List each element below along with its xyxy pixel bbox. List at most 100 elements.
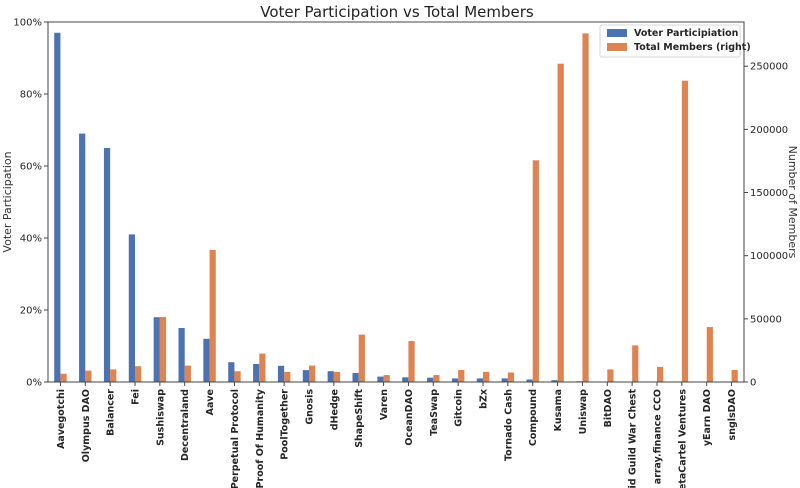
bar-total-members [309, 365, 316, 382]
bar-voter-participation [79, 133, 86, 382]
bar-voter-participation [526, 379, 533, 382]
x-tick-label: bZx [479, 389, 490, 409]
bar-total-members [731, 370, 738, 382]
bar-voter-participation [103, 148, 111, 382]
x-tick-label: dHedge [329, 389, 340, 430]
y2-tick-label: 100000 [750, 251, 788, 262]
x-axis: Aavegotchi Olympus DAO Balancer Fei Sushiswa… [56, 382, 738, 488]
x-tick-label: Fei [131, 389, 142, 405]
bar-total-members [234, 371, 241, 382]
bar-total-members [458, 370, 465, 382]
legend-label-voter-participation: Voter Participiation [634, 28, 739, 39]
y-tick-label: 80% [20, 90, 42, 101]
bar-total-members [557, 63, 564, 383]
x-tick-label: TeaSwap [429, 389, 440, 436]
x-tick-label: snglsDAO [727, 389, 738, 440]
x-tick-label: Aave [205, 389, 216, 415]
x-tick-label: BitDAO [603, 389, 614, 427]
bar-voter-participation [153, 317, 160, 382]
x-tick-label: PoolTogether [280, 389, 291, 460]
x-tick-label: Proof Of Humanity [255, 388, 266, 488]
y-axis-left: 0% 20% 40% 60% 80% 100% [13, 18, 48, 389]
plot-area [54, 32, 738, 383]
bar-voter-participation [277, 365, 285, 382]
bar-voter-participation [427, 377, 434, 382]
y2-tick-label: 50000 [750, 314, 782, 325]
bar-voter-participation [302, 370, 309, 382]
legend-box [599, 24, 741, 58]
bar-voter-participation [54, 32, 61, 383]
x-tick-label: Uniswap [578, 389, 589, 435]
y2-axis-title: Number of Members [786, 146, 799, 259]
bar-total-members [532, 160, 539, 382]
bar-total-members [681, 80, 689, 382]
x-tick-label: Sushiswap [155, 389, 166, 446]
x-tick-label: Decentraland [180, 389, 191, 461]
bar-total-members [582, 33, 589, 383]
bar-total-members [358, 334, 365, 382]
bar-total-members [383, 375, 390, 382]
x-tick-label: Varen [379, 389, 390, 420]
bar-voter-participation [178, 328, 185, 382]
bar-total-members [607, 369, 614, 382]
y-tick-label: 100% [13, 18, 42, 29]
bar-voter-participation [228, 362, 235, 382]
bar-total-members [135, 366, 142, 382]
bar-total-members [632, 345, 639, 382]
plot-frame [47, 21, 745, 383]
x-tick-label: MetaCartel Ventures [677, 389, 688, 488]
bar-voter-participation [128, 234, 135, 382]
bar-voter-participation [476, 378, 483, 382]
x-tick-label: OceanDAO [404, 389, 415, 446]
bar-total-members [259, 353, 266, 382]
bar-total-members [284, 371, 291, 382]
bar-total-members [408, 340, 415, 382]
x-tick-label: Gnosis [305, 389, 316, 425]
x-tick-label: Gitcoin [454, 389, 465, 427]
bar-voter-participation [352, 373, 359, 382]
bar-total-members [159, 316, 167, 382]
y2-tick-label: 0 [750, 378, 756, 389]
y-axis-title: Voter Participation [1, 151, 14, 252]
bar-voter-participation [402, 377, 409, 382]
bar-total-members [483, 371, 490, 382]
bar-total-members [433, 375, 440, 382]
y-tick-label: 20% [20, 306, 42, 317]
y2-tick-label: 200000 [750, 125, 788, 136]
bar-total-members [60, 373, 67, 382]
bar-total-members [110, 369, 117, 382]
bar-voter-participation [203, 338, 210, 382]
chart-title: Voter Participation vs Total Members [260, 3, 534, 21]
bar-voter-participation [501, 378, 508, 382]
bar-voter-participation [253, 364, 260, 382]
y-tick-label: 0% [26, 378, 42, 389]
y2-tick-label: 150000 [750, 188, 788, 199]
legend-swatch-total-members [607, 43, 627, 51]
x-tick-label: ShapeShift [354, 389, 365, 448]
x-tick-label: Raid Guild War Chest [628, 389, 639, 488]
bar-voter-participation [551, 380, 558, 382]
bar-total-members [209, 250, 216, 382]
y-axis-right: 0 50000 100000 150000 200000 250000 [744, 62, 788, 389]
x-tick-label: Aavegotchi [56, 389, 67, 449]
bar-total-members [507, 372, 515, 382]
bar-total-members [657, 366, 664, 382]
x-tick-label: Kusama [553, 389, 564, 431]
bar-voter-participation [377, 376, 384, 382]
bar-voter-participation [451, 378, 459, 382]
bar-total-members [333, 371, 341, 382]
bar-total-members [706, 327, 713, 382]
x-tick-label: Tornado Cash [503, 389, 514, 461]
bar-total-members [184, 365, 191, 382]
y-tick-label: 40% [20, 234, 42, 245]
x-tick-label: Balancer [106, 389, 117, 436]
bar-voter-participation [327, 371, 334, 382]
x-tick-label: Perpetual Protocol [230, 389, 241, 488]
x-tick-label: array.finance CCO [653, 389, 664, 484]
y2-tick-label: 250000 [750, 62, 788, 73]
legend: Voter Participiation Total Members (righ… [599, 24, 751, 58]
legend-swatch-voter-participation [607, 29, 627, 37]
bar-total-members [85, 370, 92, 382]
legend-label-total-members: Total Members (right) [634, 42, 751, 53]
